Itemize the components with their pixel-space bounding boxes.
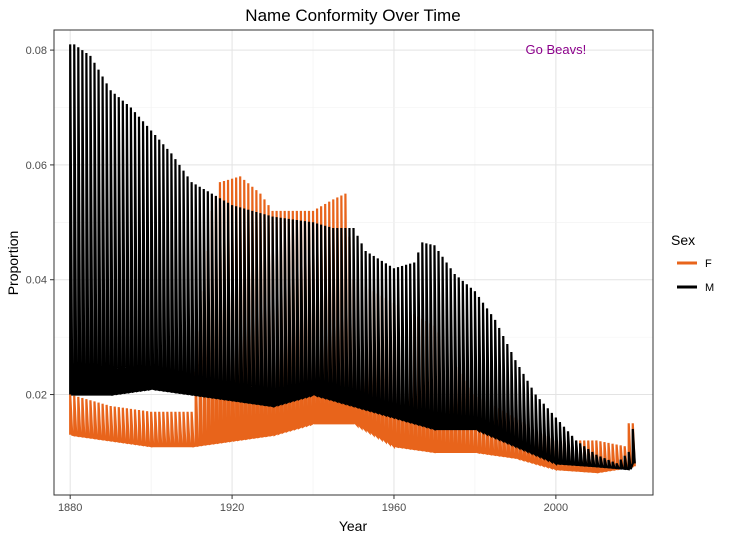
grid-lines	[54, 30, 653, 495]
axis-ticks: 1880 1920 1960 2000 0.02 0.04 0.06 0.08	[26, 45, 569, 514]
x-tick-label: 1960	[382, 502, 406, 514]
annotation-label: Go Beavs!	[526, 42, 587, 57]
x-tick-label: 1880	[58, 502, 82, 514]
chart-title: Name Conformity Over Time	[245, 6, 460, 25]
y-tick-label: 0.06	[26, 160, 47, 172]
y-tick-label: 0.04	[26, 275, 47, 287]
panel-border	[53, 29, 654, 496]
legend: Sex F M	[671, 232, 714, 294]
x-axis-title: Year	[339, 518, 368, 534]
legend-label-m: M	[705, 282, 714, 294]
series-m	[69, 44, 636, 471]
legend-label-f: F	[705, 258, 712, 270]
legend-title: Sex	[671, 232, 695, 248]
x-tick-label: 2000	[544, 502, 568, 514]
plot-area	[69, 44, 636, 474]
series-line-m	[69, 44, 636, 471]
y-axis-title: Proportion	[5, 231, 21, 296]
y-tick-label: 0.08	[26, 45, 47, 57]
x-tick-label: 1920	[220, 502, 244, 514]
y-tick-label: 0.02	[26, 390, 47, 402]
